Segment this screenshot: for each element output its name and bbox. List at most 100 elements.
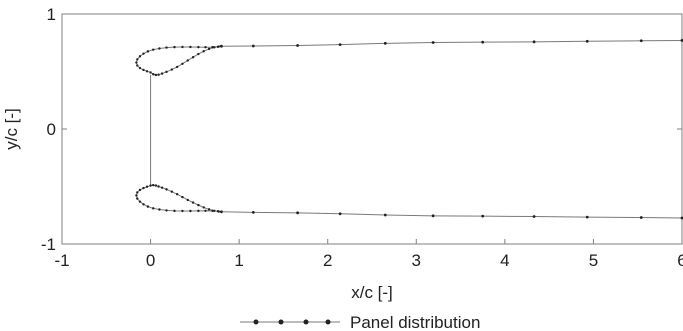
panel-point — [181, 45, 184, 49]
legend-marker — [325, 319, 331, 325]
series-points — [135, 39, 683, 220]
panel-point — [136, 197, 139, 200]
panel-point — [204, 46, 207, 49]
panel-point — [165, 209, 168, 212]
panel-point — [532, 215, 536, 218]
panel-point — [220, 44, 223, 48]
series-line-lower-wake — [221, 211, 683, 219]
series-line-upper-wake — [221, 39, 683, 47]
panel-point — [138, 188, 142, 192]
panel-point — [173, 209, 176, 213]
panel-point — [186, 59, 189, 62]
panel-point — [175, 193, 179, 196]
panel-point — [296, 44, 299, 47]
legend-label: Panel distribution — [350, 313, 480, 331]
panel-point — [481, 40, 485, 44]
panel-point — [585, 215, 589, 219]
panel-point — [160, 186, 164, 189]
panel-point — [135, 61, 138, 64]
panel-point — [165, 188, 168, 191]
panel-point — [220, 210, 223, 214]
panel-point — [154, 73, 158, 77]
x-tick-label: 1 — [234, 251, 243, 270]
panel-point — [186, 198, 189, 202]
x-tick-label: 4 — [500, 251, 509, 270]
panel-point — [207, 47, 211, 51]
legend-marker — [303, 319, 309, 325]
panel-point — [191, 56, 195, 59]
legend-marker — [278, 319, 284, 325]
panel-point — [338, 212, 342, 216]
panel-point — [213, 209, 216, 212]
panel-point — [189, 45, 192, 49]
panel-point — [160, 72, 164, 75]
panel-point — [197, 209, 200, 213]
panel-point — [191, 201, 195, 204]
panel-point — [481, 214, 485, 218]
panel-point — [202, 50, 205, 53]
panel-point — [383, 41, 387, 45]
panel-point — [142, 52, 145, 55]
panel-point — [142, 203, 145, 206]
panel-point — [142, 68, 145, 72]
panel-point — [532, 40, 536, 44]
panel-point — [251, 44, 255, 48]
panel-point — [170, 190, 174, 193]
panel-point — [639, 39, 643, 43]
panel-point — [157, 73, 160, 76]
panel-point — [181, 195, 184, 199]
panel-point — [136, 64, 139, 67]
panel-point — [138, 200, 142, 203]
panel-point — [136, 191, 139, 194]
y-tick-label: 0 — [47, 120, 56, 139]
panel-point — [136, 58, 139, 61]
panel-point — [585, 39, 589, 43]
x-tick-label: 0 — [146, 251, 155, 270]
panel-point — [138, 55, 142, 58]
panel-point — [204, 209, 207, 212]
y-tick-label: 1 — [47, 5, 56, 24]
panel-point — [217, 45, 220, 48]
panel-point — [152, 207, 155, 210]
panel-point — [145, 70, 149, 73]
panel-point — [217, 210, 220, 213]
panel-point — [197, 52, 200, 56]
panel-point — [152, 73, 155, 76]
panel-point — [211, 209, 214, 213]
panel-point — [639, 216, 643, 219]
panel-point — [152, 48, 155, 51]
axis-tick-labels: -1 0 1 2 3 4 5 6 -1 0 1 — [41, 5, 683, 270]
legend: Panel distribution — [240, 313, 480, 331]
panel-point — [158, 208, 161, 211]
panel-point — [173, 45, 176, 49]
panel-point — [202, 206, 205, 209]
panel-point — [146, 205, 150, 208]
panel-point — [338, 43, 342, 46]
series-lines — [135, 39, 683, 219]
axis-ticks — [61, 13, 683, 245]
x-tick-label: 5 — [589, 251, 598, 270]
panel-point — [175, 65, 179, 69]
panel-point — [152, 183, 155, 187]
panel-point — [165, 70, 168, 74]
x-axis-label: x/c [-] — [351, 283, 393, 302]
panel-point — [157, 185, 160, 188]
panel-point — [158, 47, 161, 50]
panel-point — [145, 185, 149, 188]
y-axis-label: y/c [-] — [2, 108, 21, 150]
panel-point — [213, 46, 216, 49]
panel-point — [197, 203, 200, 207]
y-tick-label: -1 — [41, 235, 56, 254]
panel-point — [431, 214, 435, 218]
panel-point — [149, 71, 152, 74]
panel-point — [135, 194, 138, 197]
panel-point — [138, 66, 142, 70]
legend-marker — [253, 319, 259, 325]
panel-point — [142, 186, 145, 190]
panel-point — [189, 209, 192, 213]
x-tick-label: 6 — [677, 251, 683, 270]
panel-point — [211, 45, 214, 49]
panel-point — [383, 213, 387, 217]
panel-point — [431, 41, 435, 44]
